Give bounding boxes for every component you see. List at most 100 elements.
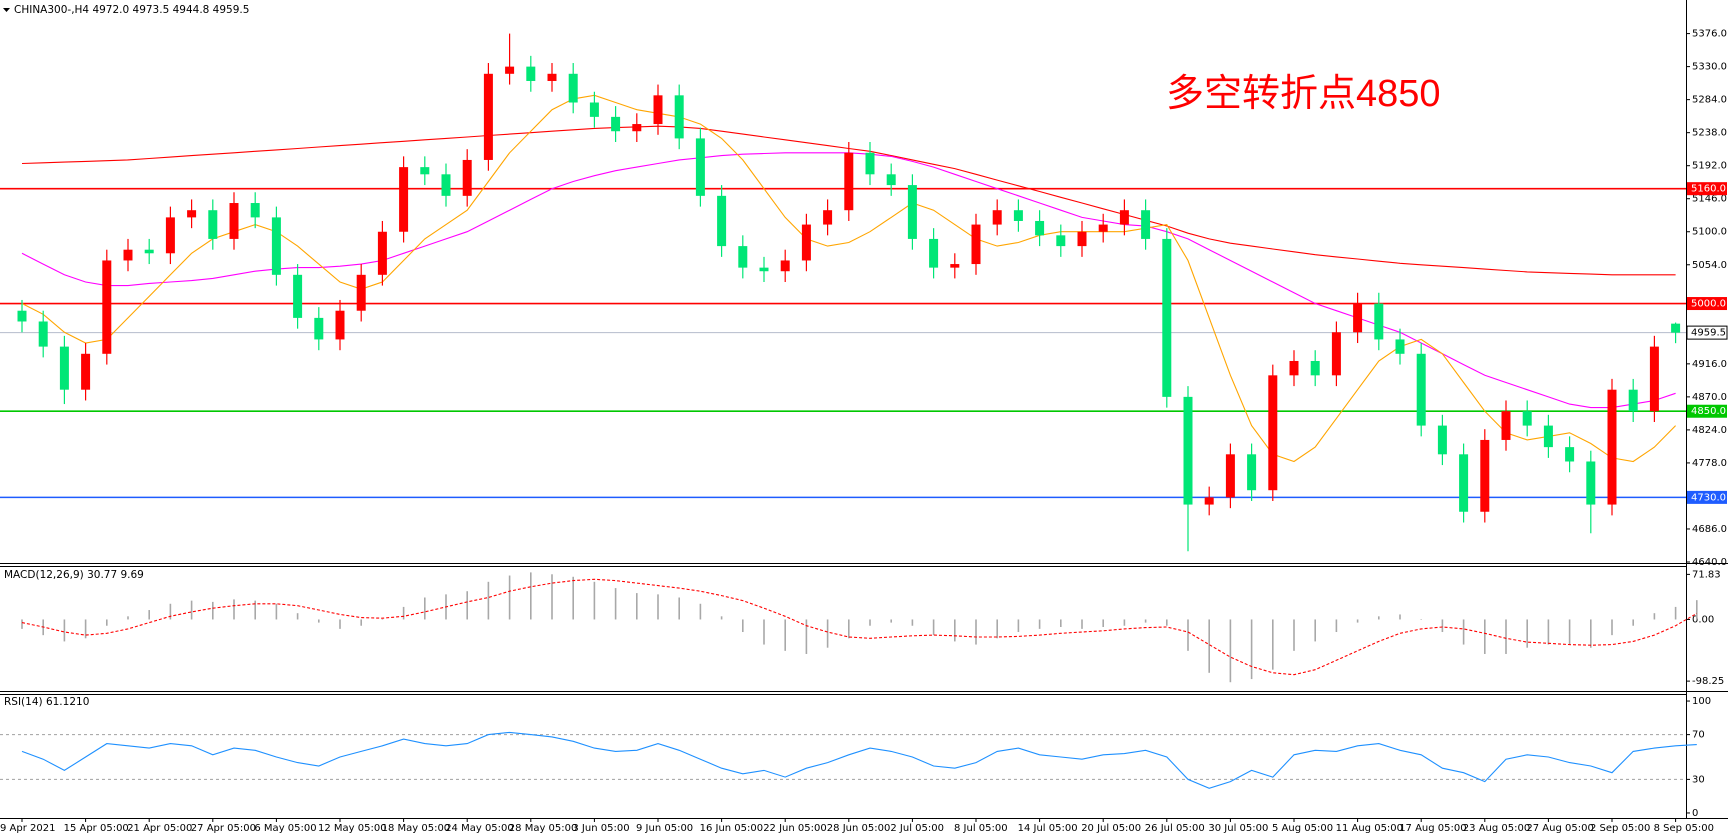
- macd-bar: [911, 619, 914, 626]
- y-tick-label: 5100.0: [1692, 227, 1727, 238]
- x-tick-label: 23 Aug 05:00: [1463, 823, 1530, 834]
- candle-body: [377, 231, 387, 275]
- macd-bar: [890, 619, 892, 623]
- candle-body: [526, 66, 536, 81]
- x-tick-label: 26 Jul 05:00: [1145, 823, 1205, 834]
- macd-bar: [466, 591, 468, 620]
- rsi-title: RSI(14) 61.1210: [4, 696, 89, 708]
- candle-body: [1310, 360, 1320, 376]
- macd-bar: [1144, 619, 1147, 623]
- macd-bar: [1017, 619, 1020, 633]
- macd-bar: [572, 576, 574, 620]
- candle-body: [165, 217, 175, 254]
- macd-bar: [805, 619, 808, 654]
- macd-title: MACD(12,26,9) 30.77 9.69: [4, 569, 144, 581]
- x-tick-label: 14 Jul 05:00: [1018, 823, 1078, 834]
- macd-bar: [869, 619, 871, 626]
- candle-body: [717, 195, 727, 247]
- x-tick-label: 15 Apr 05:00: [64, 823, 129, 834]
- candle-body: [1501, 411, 1511, 440]
- macd-bar: [1674, 606, 1677, 620]
- macd-bar: [551, 574, 553, 620]
- macd-bar: [954, 619, 956, 642]
- y-tick-label: 5376.0: [1692, 29, 1727, 40]
- macd-bar: [975, 619, 977, 645]
- macd-bar: [381, 619, 384, 620]
- y-tick-label: 5284.0: [1692, 95, 1727, 106]
- candle-body: [462, 159, 472, 196]
- candle-body: [1522, 411, 1532, 426]
- candle-body: [589, 102, 599, 117]
- candle-body: [1607, 389, 1617, 505]
- candle-body: [1459, 454, 1469, 512]
- macd-bar: [254, 600, 256, 620]
- x-tick-label: 18 May 05:00: [382, 823, 451, 834]
- candle-body: [1183, 396, 1193, 505]
- y-tick-label: 4824.0: [1692, 425, 1727, 436]
- macd-bar: [1187, 619, 1189, 651]
- macd-bar: [1293, 619, 1295, 651]
- macd-bar: [1696, 600, 1698, 620]
- x-tick-label: 22 Jun 05:00: [763, 823, 827, 834]
- candle-body: [102, 260, 112, 354]
- candle-body: [1353, 303, 1363, 333]
- x-tick-label: 16 Jun 05:00: [700, 823, 764, 834]
- y-tick-label: 5192.0: [1692, 161, 1727, 172]
- macd-bar: [508, 575, 511, 620]
- candle-body: [1480, 439, 1490, 512]
- x-tick-label: 17 Aug 05:00: [1399, 823, 1466, 834]
- macd-bar: [1505, 619, 1507, 654]
- candle-body: [144, 249, 154, 254]
- candle-body: [420, 167, 430, 175]
- macd-bar: [402, 606, 405, 620]
- macd-bar: [212, 601, 214, 620]
- macd-bar: [636, 593, 638, 620]
- macd-bar: [1441, 619, 1444, 633]
- candle-body: [1289, 360, 1299, 376]
- candle-body: [823, 210, 833, 225]
- candle-body: [950, 264, 960, 268]
- macd-bar: [1526, 619, 1528, 648]
- macd-bar: [360, 619, 362, 626]
- candle-body: [1035, 220, 1045, 236]
- y-tick-label: -98.25: [1692, 676, 1724, 687]
- x-tick-label: 5 Aug 05:00: [1272, 823, 1333, 834]
- candle-body: [271, 217, 281, 275]
- macd-bar: [1590, 619, 1592, 648]
- y-tick-label: 4778.0: [1692, 458, 1727, 469]
- macd-bar: [1166, 619, 1168, 626]
- x-tick-label: 9 Jun 05:00: [636, 823, 693, 834]
- candle-body: [1586, 461, 1596, 505]
- macd-bar: [169, 603, 172, 620]
- macd-bar: [1653, 613, 1656, 620]
- candle-body: [356, 274, 366, 311]
- x-tick-label: 8 Sep 05:00: [1654, 823, 1714, 834]
- macd-bar: [1378, 616, 1380, 620]
- x-tick-label: 12 May 05:00: [318, 823, 387, 834]
- macd-bar: [1547, 619, 1550, 645]
- x-tick-label: 24 May 05:00: [445, 823, 514, 834]
- macd-bar: [1060, 619, 1062, 627]
- candle-body: [1268, 375, 1278, 491]
- macd-bar: [1272, 619, 1274, 670]
- candle-body: [441, 174, 451, 196]
- macd-signal: [21, 578, 1698, 676]
- macd-bar: [487, 581, 490, 620]
- candle-body: [907, 185, 917, 239]
- macd-bar: [932, 619, 935, 636]
- macd-bar: [678, 597, 680, 620]
- candle-body: [801, 224, 811, 261]
- candle-body: [1671, 323, 1681, 333]
- candle-body: [929, 238, 939, 268]
- macd-bar: [424, 597, 426, 620]
- x-tick-label: 28 Jun 05:00: [827, 823, 891, 834]
- candle-body: [1013, 210, 1023, 221]
- candle-body: [17, 310, 27, 322]
- candle-body: [568, 73, 578, 103]
- macd-bar: [1335, 619, 1338, 633]
- macd-bar: [1632, 619, 1634, 626]
- x-tick-label: 9 Apr 2021: [0, 823, 55, 834]
- candle-body: [1225, 454, 1235, 498]
